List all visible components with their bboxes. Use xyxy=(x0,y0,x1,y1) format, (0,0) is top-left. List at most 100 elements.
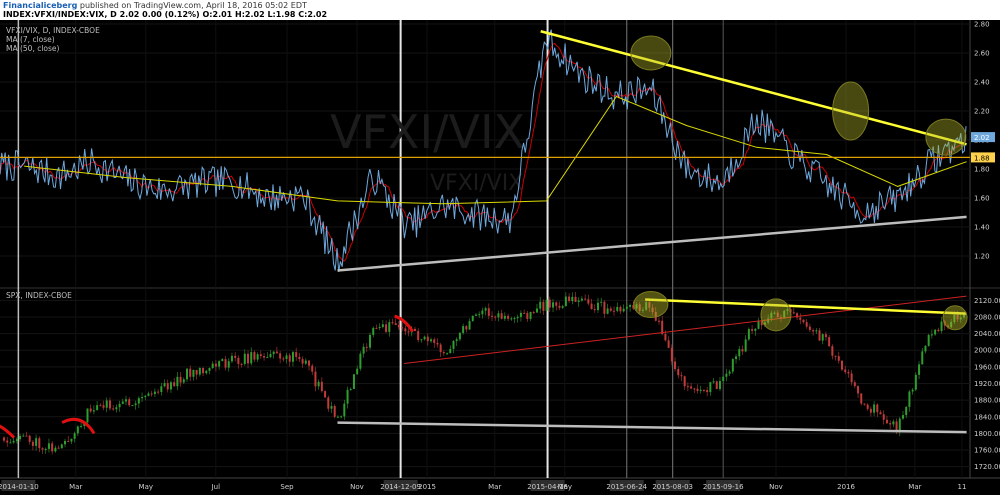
candle-body xyxy=(250,352,253,364)
candle-body xyxy=(163,383,166,387)
candle-body xyxy=(545,299,548,311)
candle-body xyxy=(812,330,815,332)
candle-body xyxy=(677,369,680,376)
candle-body xyxy=(651,307,654,313)
red-arc-annotation xyxy=(394,314,414,333)
candle-body xyxy=(930,334,933,336)
candle-body xyxy=(940,321,943,332)
candle-body xyxy=(516,316,519,319)
candle-body xyxy=(956,314,959,320)
candle-body xyxy=(876,404,879,413)
candle-body xyxy=(654,312,657,321)
candle-body xyxy=(670,347,673,362)
candle-body xyxy=(834,355,837,357)
candle-body xyxy=(189,368,192,377)
candle-body xyxy=(911,389,914,392)
candle-body xyxy=(953,314,956,322)
candle-body xyxy=(629,305,632,307)
x-tick-highlight xyxy=(530,480,565,491)
candle-body xyxy=(571,296,574,301)
candle-body xyxy=(234,355,237,358)
candle-body xyxy=(73,433,76,439)
candle-body xyxy=(796,313,799,318)
candle-body xyxy=(253,352,256,360)
lower-y-tick: 2120.00 xyxy=(974,297,1000,305)
candle-body xyxy=(674,361,677,370)
candle-body xyxy=(275,351,278,354)
candle-body xyxy=(157,391,160,393)
x-tick: Jul xyxy=(211,483,221,491)
candle-body xyxy=(593,309,596,311)
candle-body xyxy=(362,346,365,354)
candle-body xyxy=(179,376,182,383)
candle-body xyxy=(885,419,888,424)
candle-body xyxy=(449,348,452,354)
candle-body xyxy=(686,386,689,388)
lower-y-tick: 2080.00 xyxy=(974,313,1000,321)
candle-body xyxy=(898,418,901,432)
candle-body xyxy=(407,331,410,333)
lower-y-tick: 1720.00 xyxy=(974,463,1000,471)
candle-body xyxy=(645,302,648,310)
lower-support-trendline xyxy=(337,421,967,434)
candle-body xyxy=(918,364,921,375)
upper-y-tick: 1.40 xyxy=(974,224,990,232)
axes: 2.802.602.402.202.001.801.601.401.202120… xyxy=(0,21,1000,491)
x-tick: Mar xyxy=(69,483,82,491)
candle-body xyxy=(763,322,766,326)
candle-body xyxy=(320,381,323,392)
candle-body xyxy=(269,354,272,358)
candle-body xyxy=(227,361,230,368)
candle-body xyxy=(256,354,259,360)
x-tick-highlight xyxy=(655,480,690,491)
candle-body xyxy=(892,421,895,425)
candle-body xyxy=(738,349,741,357)
lower-y-tick: 2040.00 xyxy=(974,330,1000,338)
candle-body xyxy=(12,440,15,443)
highlight-ellipse xyxy=(925,118,967,156)
candle-body xyxy=(603,301,606,314)
candle-body xyxy=(844,369,847,373)
chart-canvas[interactable]: VFXI/VIX VFXI/VIX 2.802.602.402.202.001.… xyxy=(0,20,1000,495)
candle-body xyxy=(818,330,821,341)
candle-body xyxy=(102,405,105,408)
candle-body xyxy=(263,356,266,358)
candle-body xyxy=(458,332,461,340)
candle-body xyxy=(125,399,128,402)
candle-body xyxy=(632,305,635,309)
candle-body xyxy=(471,315,474,322)
candle-body xyxy=(426,336,429,342)
candle-body xyxy=(863,403,866,405)
candle-body xyxy=(882,414,885,420)
candle-body xyxy=(301,359,304,364)
candle-body xyxy=(487,308,490,316)
candle-body xyxy=(747,329,750,340)
candle-body xyxy=(683,376,686,387)
candle-body xyxy=(247,353,250,364)
candle-body xyxy=(696,388,699,391)
candle-body xyxy=(237,357,240,364)
candle-body xyxy=(542,301,545,311)
candle-body xyxy=(25,435,28,437)
author-name[interactable]: Financialiceberg xyxy=(3,1,78,10)
x-tick: Nov xyxy=(769,483,783,491)
candle-body xyxy=(381,324,384,327)
candle-body xyxy=(391,322,394,324)
candle-body xyxy=(137,398,140,404)
candle-body xyxy=(327,397,330,409)
highlight-ellipse xyxy=(942,305,968,331)
candle-body xyxy=(879,412,882,415)
candle-body xyxy=(96,405,99,411)
candle-body xyxy=(648,302,651,308)
candle-body xyxy=(937,329,940,332)
candle-body xyxy=(372,327,375,335)
x-tick-highlight xyxy=(706,480,741,491)
candle-body xyxy=(908,391,911,407)
candle-body xyxy=(706,390,709,393)
candle-body xyxy=(519,312,522,317)
candle-body xyxy=(436,342,439,345)
candle-body xyxy=(590,303,593,310)
publish-line: Financialiceberg published on TradingVie… xyxy=(3,1,307,10)
candle-body xyxy=(491,315,494,317)
candle-body xyxy=(715,381,718,389)
